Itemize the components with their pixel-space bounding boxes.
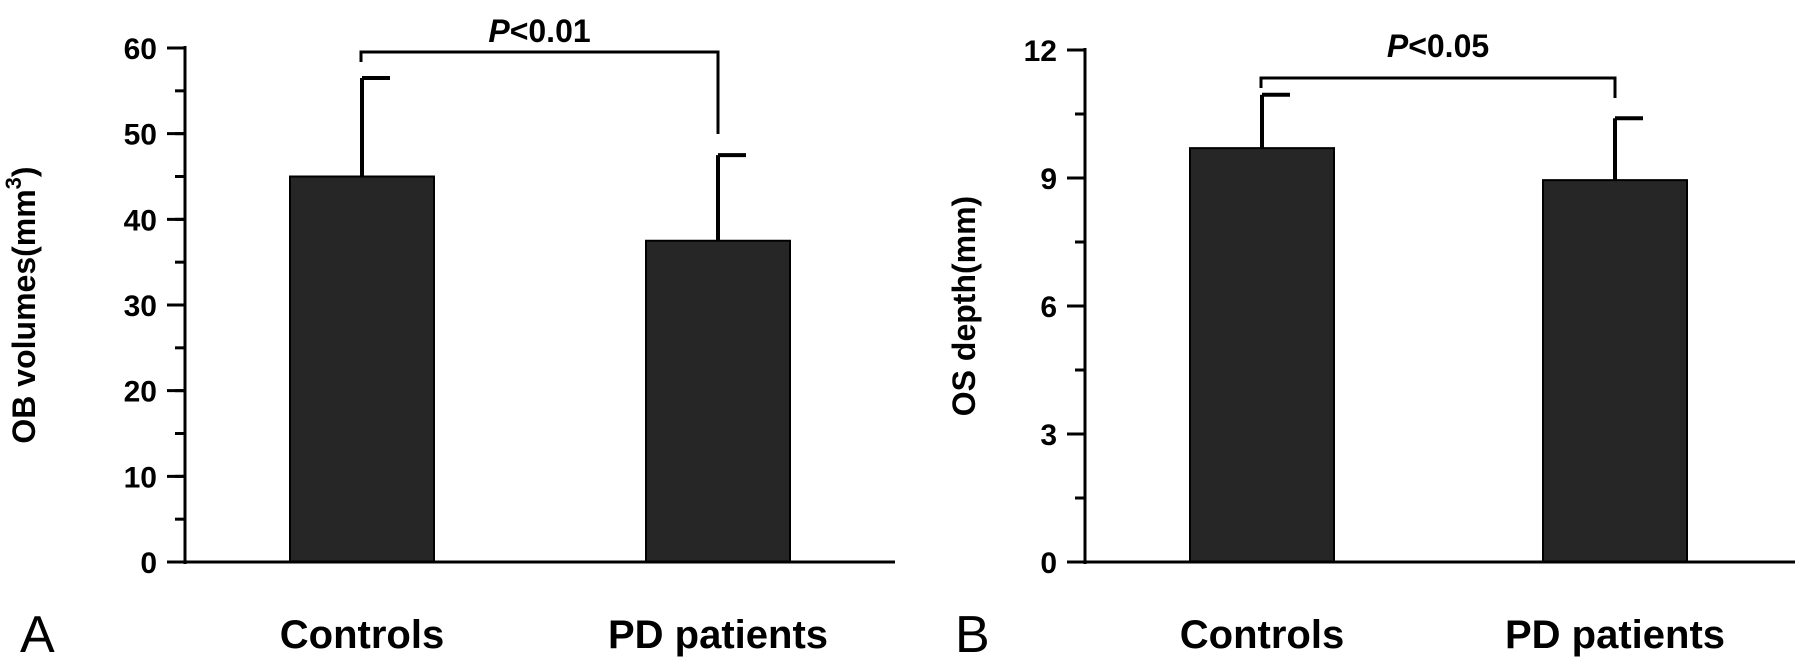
y-axis-title: OB volumes(mm3) (1, 166, 42, 443)
x-category-label: Controls (1180, 613, 1344, 657)
y-axis-title-text: OS depth(mm) (946, 196, 982, 416)
significance-label: P<0.05 (1387, 28, 1489, 64)
y-tick-label: 60 (124, 33, 157, 66)
x-category-label: PD patients (1505, 613, 1725, 657)
y-axis-title-text: OB volumes(mm (6, 189, 42, 443)
significance-bracket (1259, 76, 1617, 98)
y-tick-label: 40 (124, 204, 157, 237)
y-axis-title-suffix: ) (6, 166, 42, 177)
y-tick-label: 9 (1040, 163, 1057, 196)
y-axis-title-superscript: 3 (1, 177, 26, 189)
y-tick-label: 10 (124, 461, 157, 494)
y-tick-label: 6 (1040, 291, 1057, 324)
bar-pd-patients (645, 239, 791, 563)
y-axis-title: OS depth(mm) (946, 196, 982, 416)
significance-p: P (488, 13, 510, 49)
significance-value: <0.01 (510, 13, 591, 49)
bar-pd-patients (1542, 179, 1688, 563)
panel-letter: B (955, 606, 990, 664)
significance-label: P<0.01 (488, 13, 590, 49)
panel-a: 0 10 20 30 40 50 60 Controls PD patients OB volum… (1, 13, 895, 664)
significance-bracket (359, 50, 720, 134)
bar-controls (289, 175, 435, 563)
y-tick-label: 0 (140, 547, 157, 580)
significance-value: <0.05 (1408, 28, 1489, 64)
y-tick-label: 12 (1024, 35, 1057, 68)
panel-b: 0 3 6 9 12 Controls PD patients OS depth(mm) P<0… (946, 28, 1795, 664)
y-tick-label: 3 (1040, 419, 1057, 452)
y-tick-label: 0 (1040, 547, 1057, 580)
significance-p: P (1387, 28, 1409, 64)
panel-letter: A (20, 606, 55, 664)
y-tick-label: 50 (124, 119, 157, 152)
x-category-label: PD patients (608, 613, 828, 657)
x-category-label: Controls (280, 613, 444, 657)
y-tick-label: 30 (124, 290, 157, 323)
bar-controls (1189, 147, 1335, 563)
y-tick-label: 20 (124, 376, 157, 409)
